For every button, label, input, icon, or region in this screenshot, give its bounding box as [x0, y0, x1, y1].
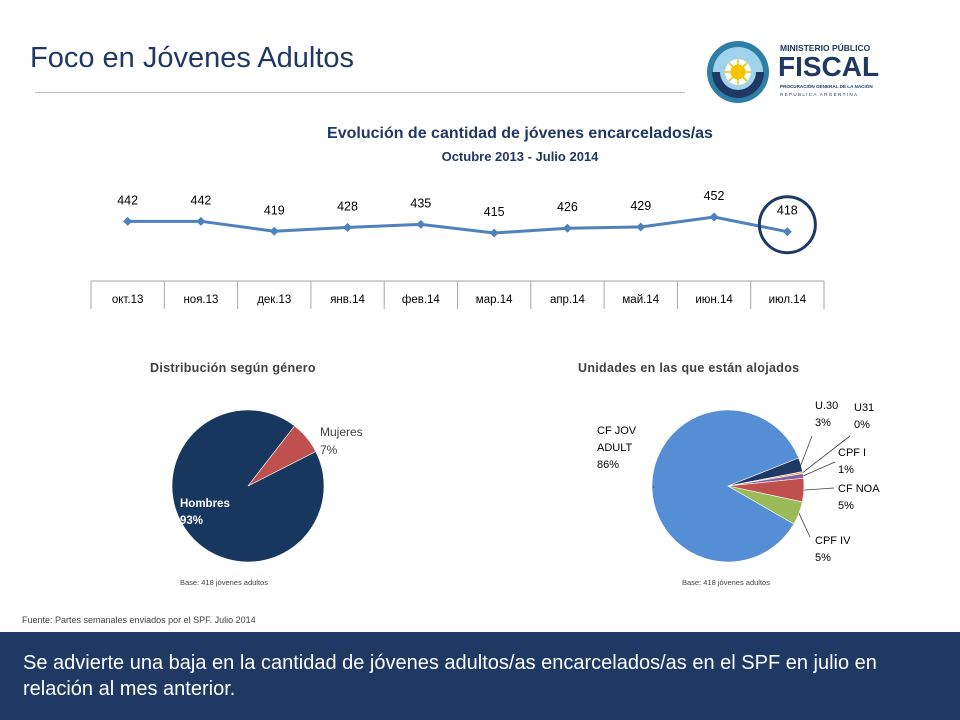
- x-tick-label: дек.13: [257, 294, 291, 306]
- pie-label: 3%: [815, 417, 831, 429]
- data-label: 442: [191, 193, 212, 207]
- logo: MINISTERIO PÚBLICO FISCAL PROCURACIÓN GE…: [707, 41, 879, 103]
- pie-label: CPF IV: [815, 535, 851, 547]
- title-divider: [35, 92, 685, 93]
- data-label: 428: [337, 199, 358, 213]
- data-point: [416, 219, 426, 229]
- leader-line: [803, 461, 836, 477]
- x-tick-label: апр.14: [550, 294, 586, 306]
- line-chart: 442 442 419 428 435 415 426 429 452 418 окт.13 ноя…: [90, 189, 825, 309]
- x-tick-label: янв.14: [330, 294, 365, 306]
- x-tick-label: май.14: [622, 294, 659, 306]
- leader-line: [803, 487, 835, 491]
- pie-label: 7%: [320, 443, 338, 457]
- pie-label: 5%: [838, 500, 854, 512]
- line-chart-title: Evolución de cantidad de jóvenes encarce…: [327, 125, 713, 142]
- pie-label: Mujeres: [320, 425, 363, 439]
- x-tick-label: июл.14: [769, 294, 807, 306]
- leader-line: [652, 485, 655, 489]
- pie-charts: Hombres 93% Mujeres 7% CF JOV ADULT 86% U.30 3%…: [171, 400, 880, 564]
- data-point: [562, 223, 572, 233]
- pie-label: CF NOA: [838, 483, 880, 495]
- pie-label: Hombres: [180, 498, 230, 510]
- x-tick-label: окт.13: [112, 294, 144, 306]
- logo-line1: MINISTERIO PÚBLICO: [780, 42, 871, 53]
- pie-label: U.30: [815, 400, 838, 412]
- gender-pie-title: Distribución según género: [150, 361, 316, 375]
- pie-label: 1%: [838, 464, 854, 476]
- units-pie-title: Unidades en las que están alojados: [578, 361, 800, 375]
- pie-label: 0%: [854, 419, 870, 431]
- data-point: [343, 222, 353, 232]
- pie-slice: [171, 409, 325, 563]
- data-point: [196, 216, 206, 226]
- pie-label: U31: [854, 402, 874, 414]
- series-line: [127, 215, 788, 235]
- data-label: 435: [410, 196, 431, 210]
- data-label: 426: [557, 200, 578, 214]
- data-label: 415: [484, 205, 505, 219]
- x-tick-label: фев.14: [402, 294, 441, 306]
- logo-line3: PROCURACIÓN GENERAL DE LA NACIÓN: [780, 82, 873, 89]
- logo-line2: FISCAL: [778, 51, 879, 82]
- footer-text: Se advierte una baja en la cantidad de j…: [23, 652, 877, 700]
- pie-label: 5%: [815, 552, 831, 564]
- pie-slice: [247, 425, 317, 487]
- page-title: Foco en Jóvenes Adultos: [30, 42, 355, 74]
- units-pie-base-note: Base: 418 jóvenes adultos: [682, 578, 770, 587]
- data-label: 442: [117, 193, 138, 207]
- highlight-circle: [757, 195, 817, 255]
- footer-banner: [0, 632, 960, 720]
- gender-pie-base-note: Base: 418 jóvenes adultos: [180, 578, 268, 587]
- data-label: 419: [264, 203, 285, 217]
- data-point: [782, 227, 792, 237]
- source-note: Fuente: Partes semanales enviados por el…: [22, 615, 256, 625]
- pie-label: CPF I: [838, 447, 866, 459]
- x-tick-label: ноя.13: [183, 294, 218, 306]
- data-point: [269, 226, 279, 236]
- data-point: [709, 212, 719, 222]
- data-point: [123, 216, 133, 226]
- leader-line: [800, 435, 813, 465]
- pie-label: CF JOV: [597, 425, 637, 437]
- pie-label: ADULT: [597, 442, 633, 454]
- leader-line: [802, 435, 851, 473]
- argentina-sun-emblem-icon: [707, 41, 769, 103]
- logo-line4: REPÚBLICA ARGENTINA: [780, 91, 858, 97]
- data-label: 418: [777, 204, 798, 218]
- line-chart-subtitle: Octubre 2013 - Julio 2014: [441, 149, 599, 164]
- data-point: [489, 228, 499, 238]
- pie-slice: [727, 485, 803, 525]
- leader-line: [798, 513, 811, 538]
- data-label: 452: [704, 189, 725, 203]
- pie-label: 86%: [597, 459, 619, 471]
- data-label: 429: [630, 199, 651, 213]
- data-point: [636, 222, 646, 232]
- pie-slice: [651, 409, 800, 563]
- pie-label: 93%: [180, 515, 203, 527]
- x-tick-label: июн.14: [695, 294, 733, 306]
- x-tick-label: мар.14: [476, 294, 513, 306]
